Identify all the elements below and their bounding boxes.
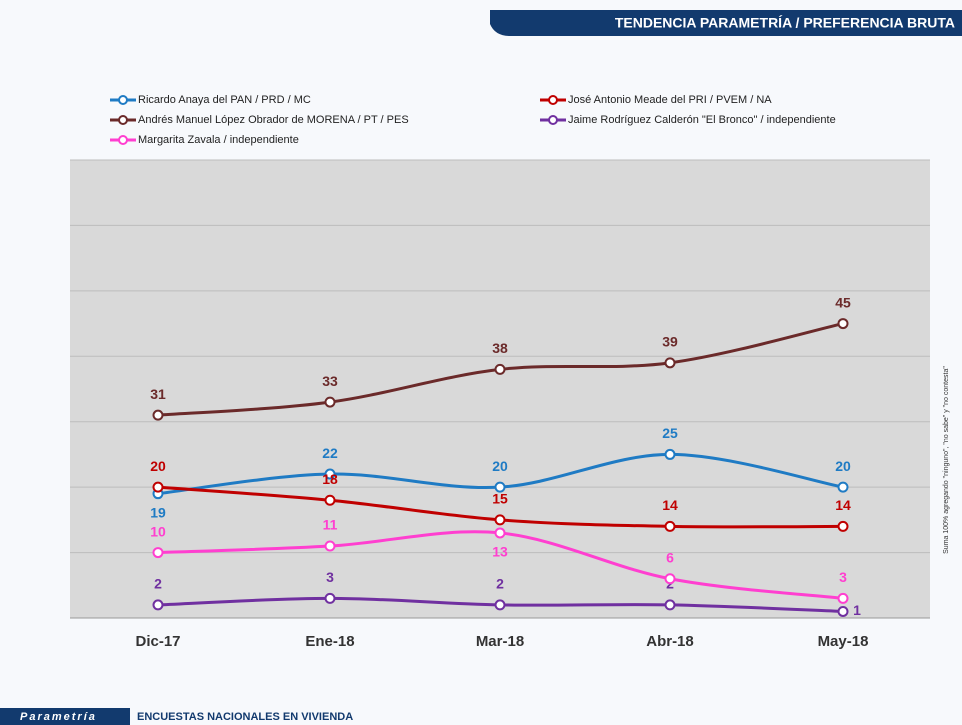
legend-label: José Antonio Meade del PRI / PVEM / NA	[568, 94, 772, 106]
data-label: 11	[323, 517, 338, 533]
legend-marker	[548, 95, 558, 105]
data-point	[494, 363, 506, 375]
data-label: 38	[492, 340, 508, 356]
data-label: 10	[150, 523, 166, 539]
data-label: 31	[150, 386, 166, 402]
data-point	[324, 540, 336, 552]
data-label: 3	[839, 569, 847, 585]
plot-area	[70, 160, 930, 618]
data-label: 18	[322, 471, 338, 487]
data-label: 15	[492, 491, 508, 507]
data-point	[324, 592, 336, 604]
data-label: 20	[492, 458, 508, 474]
legend-label: Margarita Zavala / independiente	[138, 134, 299, 146]
data-point	[494, 514, 506, 526]
data-point	[664, 448, 676, 460]
x-tick-label: Mar-18	[476, 633, 524, 650]
data-label: 45	[835, 294, 851, 310]
data-point	[837, 520, 849, 532]
data-point	[324, 396, 336, 408]
x-tick-label: Abr-18	[646, 633, 694, 650]
data-point	[664, 573, 676, 585]
data-label: 20	[150, 458, 166, 474]
footer-text: ENCUESTAS NACIONALES EN VIVIENDA	[137, 711, 353, 723]
data-point	[664, 599, 676, 611]
data-point	[664, 357, 676, 369]
data-label: 3	[326, 569, 334, 585]
legend-label: Ricardo Anaya del PAN / PRD / MC	[138, 94, 311, 106]
legend-label: Andrés Manuel López Obrador de MORENA / …	[138, 114, 409, 126]
x-tick-label: Ene-18	[305, 633, 354, 650]
data-label: 14	[662, 497, 678, 513]
legend-marker	[118, 135, 128, 145]
legend-marker	[118, 95, 128, 105]
data-label: 2	[154, 576, 162, 592]
data-label: 39	[662, 334, 678, 350]
legend-marker	[548, 115, 558, 125]
data-point	[152, 409, 164, 421]
data-point	[152, 547, 164, 559]
footer-logo-bg	[0, 708, 130, 725]
footer-brand: Parametría	[20, 711, 97, 723]
x-tick-label: May-18	[818, 633, 869, 650]
data-label: 6	[666, 549, 674, 565]
data-point	[152, 481, 164, 493]
data-label: 1	[853, 602, 861, 618]
side-note: Suma 100% agregando "ninguno", "no sabe"…	[943, 366, 950, 554]
data-label: 13	[492, 544, 508, 560]
data-point	[324, 494, 336, 506]
header-title: TENDENCIA PARAMETRÍA / PREFERENCIA BRUTA	[615, 15, 955, 31]
data-label: 22	[322, 445, 338, 461]
legend-marker	[118, 115, 128, 125]
data-label: 2	[496, 576, 504, 592]
data-label: 33	[322, 373, 338, 389]
x-tick-label: Dic-17	[135, 633, 180, 650]
data-point	[324, 468, 336, 480]
data-point	[152, 599, 164, 611]
legend-label: Jaime Rodríguez Calderón "El Bronco" / i…	[568, 114, 836, 126]
data-label: 25	[662, 425, 678, 441]
data-point	[837, 318, 849, 330]
header-banner	[490, 10, 962, 36]
data-label: 14	[835, 497, 851, 513]
data-point	[664, 520, 676, 532]
data-point	[494, 481, 506, 493]
data-point	[494, 527, 506, 539]
data-point	[494, 599, 506, 611]
data-point	[837, 592, 849, 604]
data-point	[837, 481, 849, 493]
data-label: 19	[150, 504, 166, 520]
data-point	[837, 605, 849, 617]
data-label: 20	[835, 458, 851, 474]
